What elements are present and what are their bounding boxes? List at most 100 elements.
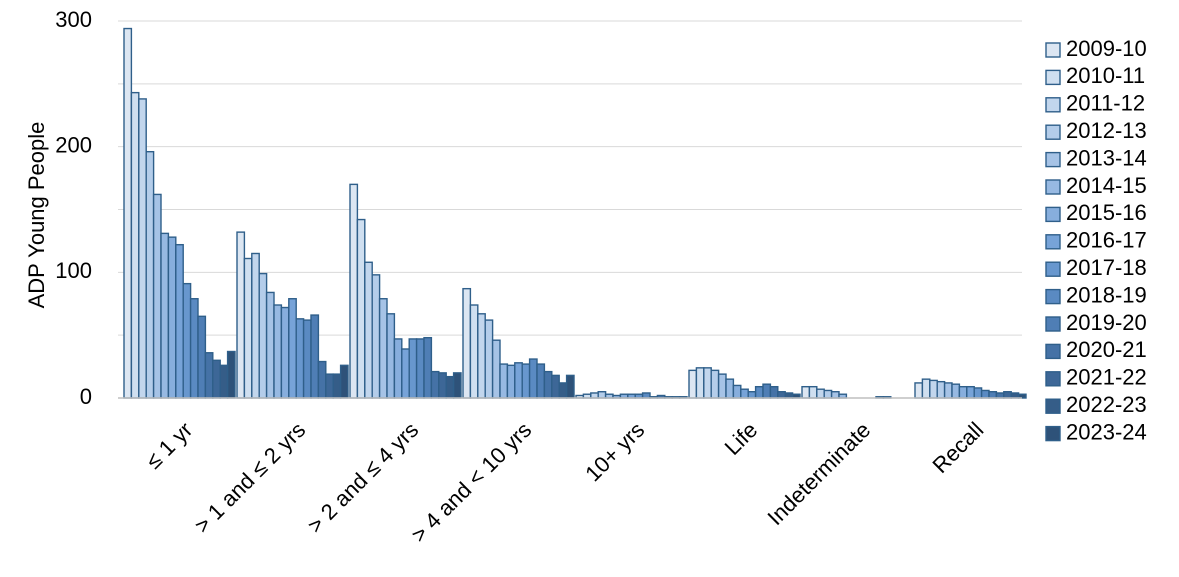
legend-swatch xyxy=(1045,97,1061,113)
bar xyxy=(265,291,275,399)
bar xyxy=(310,314,320,399)
bar xyxy=(302,319,312,399)
bar xyxy=(528,358,538,399)
legend-swatch xyxy=(1045,151,1061,168)
legend-swatch xyxy=(1045,316,1061,332)
bar xyxy=(452,372,462,399)
bar xyxy=(258,272,268,399)
legend-label: 2018-19 xyxy=(1066,282,1147,307)
bar xyxy=(212,359,221,399)
y-tick-label: 200 xyxy=(55,132,92,157)
bar xyxy=(204,352,214,399)
bar xyxy=(747,391,757,399)
legend-item: 2009-10 xyxy=(1045,36,1147,61)
legend-item: 2018-19 xyxy=(1045,282,1147,307)
bar xyxy=(914,382,924,399)
bar xyxy=(551,374,560,399)
bar xyxy=(317,360,327,399)
bar xyxy=(386,313,396,399)
x-category-labels: ≤ 1 yr> 1 and ≤ 2 yrs> 2 and ≤ 4 yrs> 4 … xyxy=(141,417,988,547)
bar xyxy=(469,304,479,399)
x-category-label: Indeterminate xyxy=(763,417,876,530)
bar-group xyxy=(801,385,892,399)
bar xyxy=(688,369,698,399)
bar xyxy=(364,261,373,399)
bar xyxy=(123,27,133,399)
bar xyxy=(784,392,794,399)
bar xyxy=(378,298,388,399)
legend-label: 2021-22 xyxy=(1066,365,1147,390)
x-category-label: 10+ yrs xyxy=(580,417,649,486)
bar xyxy=(160,232,170,399)
bar xyxy=(641,392,651,399)
legend-swatch xyxy=(1045,398,1061,414)
x-category-label: Recall xyxy=(927,417,988,478)
legend-item: 2014-15 xyxy=(1045,173,1147,198)
bar xyxy=(236,231,246,399)
bar-group xyxy=(236,231,349,399)
y-axis-label: ADP Young People xyxy=(24,122,49,309)
bar xyxy=(438,372,447,399)
legend-swatch xyxy=(1045,261,1061,277)
bar xyxy=(356,218,366,399)
bar xyxy=(1010,392,1020,399)
x-category-label: > 4 and < 10 yrs xyxy=(406,417,536,547)
bar xyxy=(703,367,712,399)
bar xyxy=(477,313,486,399)
legend-swatch xyxy=(1045,42,1061,58)
bar xyxy=(521,363,531,399)
x-category-label: > 1 and ≤ 2 yrs xyxy=(189,417,310,538)
bar xyxy=(145,150,155,399)
y-tick-label: 300 xyxy=(55,7,92,32)
bar xyxy=(288,298,297,399)
bar xyxy=(943,382,953,399)
bar xyxy=(280,306,290,399)
bar xyxy=(980,389,990,399)
bar xyxy=(189,298,199,399)
bar xyxy=(197,315,207,399)
legend-label: 2013-14 xyxy=(1066,145,1147,170)
bar xyxy=(762,383,772,399)
bar xyxy=(332,373,342,399)
legend-item: 2017-18 xyxy=(1045,255,1147,280)
bar xyxy=(966,385,975,399)
legend-item: 2011-12 xyxy=(1045,91,1145,116)
bar xyxy=(995,392,1005,399)
bar xyxy=(816,388,825,399)
legend-item: 2016-17 xyxy=(1045,228,1147,253)
bar xyxy=(219,364,229,399)
bar xyxy=(1017,393,1027,399)
bar xyxy=(921,378,931,399)
legend-swatch xyxy=(1045,179,1061,195)
legend-item: 2022-23 xyxy=(1045,392,1147,417)
bar-group xyxy=(914,378,1027,399)
bar xyxy=(349,183,359,399)
bar xyxy=(325,373,334,399)
legend-label: 2015-16 xyxy=(1066,200,1147,225)
y-axis-ticks: 0 100 200 300 xyxy=(55,7,92,409)
bar xyxy=(491,339,501,399)
legend-item: 2020-21 xyxy=(1045,337,1147,362)
bar-group xyxy=(462,287,575,399)
legend-swatch xyxy=(1045,206,1061,223)
legend-label: 2019-20 xyxy=(1066,310,1147,335)
legend-label: 2022-23 xyxy=(1066,392,1147,417)
bar xyxy=(710,369,720,399)
bar xyxy=(973,387,983,399)
bar xyxy=(740,388,749,399)
bar xyxy=(597,391,607,399)
bar xyxy=(1003,391,1012,399)
bar xyxy=(732,384,742,399)
y-tick-label: 100 xyxy=(55,258,92,283)
bar xyxy=(182,282,192,399)
legend-swatch xyxy=(1045,69,1061,86)
bar xyxy=(929,379,938,399)
legend-item: 2015-16 xyxy=(1045,200,1147,225)
x-category-label: ≤ 1 yr xyxy=(141,417,197,473)
x-category-label: > 2 and ≤ 4 yrs xyxy=(302,417,423,538)
legend-item: 2019-20 xyxy=(1045,310,1147,335)
bar xyxy=(543,370,553,399)
bar xyxy=(484,319,494,399)
legend-label: 2016-17 xyxy=(1066,228,1147,253)
bar xyxy=(423,336,433,399)
